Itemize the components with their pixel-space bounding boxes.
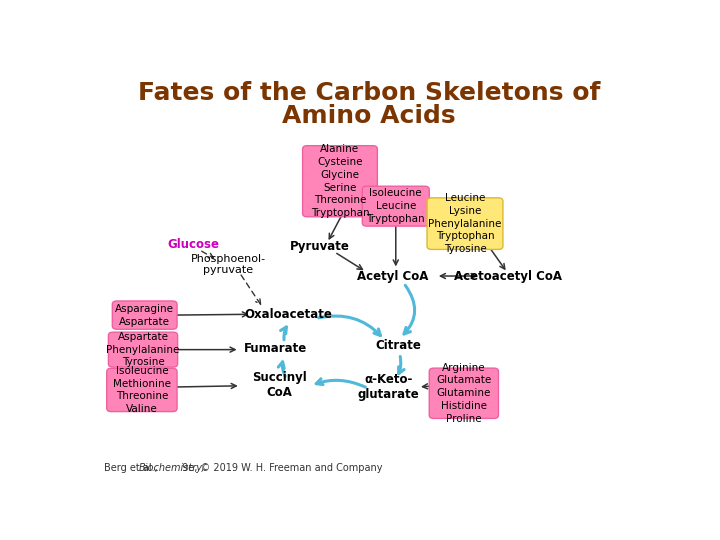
- Text: Alanine
Cysteine
Glycine
Serine
Threonine
Tryptophan: Alanine Cysteine Glycine Serine Threonin…: [310, 144, 369, 218]
- Text: Aspartate
Phenylalanine
Tyrosine: Aspartate Phenylalanine Tyrosine: [107, 332, 180, 367]
- FancyBboxPatch shape: [302, 146, 377, 217]
- Text: Asparagine
Aspartate: Asparagine Aspartate: [115, 303, 174, 327]
- Text: Berg et al.,: Berg et al.,: [104, 463, 161, 473]
- FancyBboxPatch shape: [362, 186, 429, 226]
- Text: Leucine
Lysine
Phenylalanine
Tryptophan
Tyrosine: Leucine Lysine Phenylalanine Tryptophan …: [428, 193, 502, 254]
- Text: 9e, © 2019 W. H. Freeman and Company: 9e, © 2019 W. H. Freeman and Company: [179, 463, 383, 473]
- Text: Biochemistry,: Biochemistry,: [139, 463, 205, 473]
- Text: Arginine
Glutamate
Glutamine
Histidine
Proline: Arginine Glutamate Glutamine Histidine P…: [436, 363, 492, 424]
- Text: α-Keto-
glutarate: α-Keto- glutarate: [358, 373, 420, 401]
- Text: Succinyl
CoA: Succinyl CoA: [252, 371, 307, 399]
- Text: Isoleucine
Methionine
Threonine
Valine: Isoleucine Methionine Threonine Valine: [113, 366, 171, 414]
- Text: Amino Acids: Amino Acids: [282, 104, 456, 129]
- Text: Isoleucine
Leucine
Tryptophan: Isoleucine Leucine Tryptophan: [366, 188, 425, 224]
- FancyBboxPatch shape: [429, 368, 498, 418]
- FancyBboxPatch shape: [112, 301, 177, 329]
- FancyBboxPatch shape: [107, 368, 177, 411]
- Text: Acetoacetyl CoA: Acetoacetyl CoA: [454, 269, 562, 282]
- Text: Acetyl CoA: Acetyl CoA: [356, 269, 428, 282]
- Text: Phosphoenol-
pyruvate: Phosphoenol- pyruvate: [191, 254, 266, 275]
- Text: Oxaloacetate: Oxaloacetate: [244, 308, 332, 321]
- Text: Fates of the Carbon Skeletons of: Fates of the Carbon Skeletons of: [138, 82, 600, 105]
- FancyBboxPatch shape: [109, 332, 178, 367]
- Text: Glucose: Glucose: [167, 238, 219, 251]
- Text: Citrate: Citrate: [375, 339, 421, 352]
- Text: Pyruvate: Pyruvate: [290, 240, 350, 253]
- FancyBboxPatch shape: [427, 198, 503, 249]
- Text: Fumarate: Fumarate: [243, 342, 307, 355]
